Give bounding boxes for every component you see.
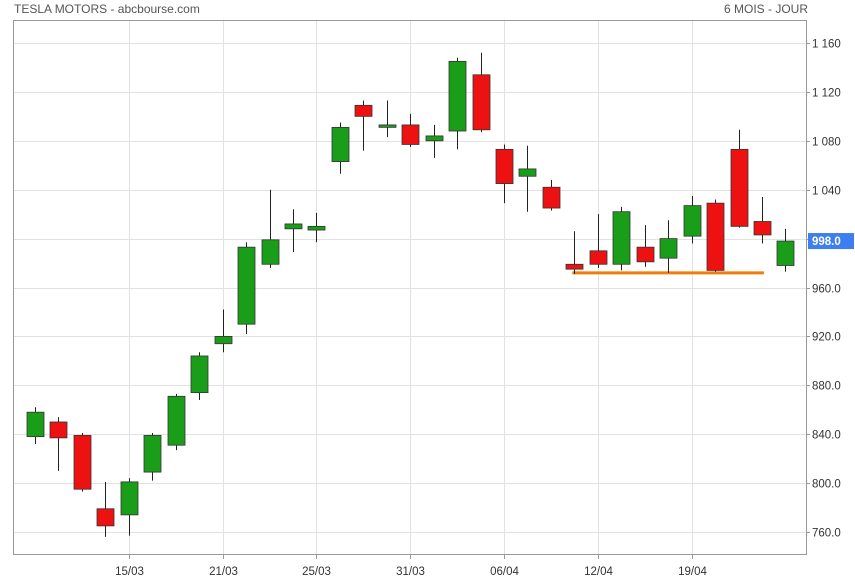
- y-tick-label: 880.0: [812, 381, 841, 393]
- candle: [96, 481, 115, 537]
- candle: [401, 113, 420, 147]
- candle: [237, 242, 256, 334]
- candle-body: [261, 239, 280, 265]
- candle-body: [26, 411, 45, 438]
- gridlines: [14, 21, 806, 554]
- candle-body: [143, 435, 162, 473]
- x-tick-label: 25/03: [302, 566, 331, 578]
- candle-body: [96, 508, 115, 527]
- candle: [776, 228, 795, 272]
- candle-body: [730, 148, 749, 227]
- y-tick-label: 800.0: [812, 479, 841, 491]
- x-tick-label: 19/04: [678, 566, 707, 578]
- candle-body: [307, 225, 326, 231]
- candle: [612, 206, 631, 271]
- candle-body: [49, 421, 68, 439]
- y-tick-label: 960.0: [812, 284, 841, 296]
- candle: [448, 57, 467, 150]
- candle-body: [401, 124, 420, 145]
- candle-body: [378, 124, 397, 128]
- candle-body: [706, 202, 725, 271]
- candle-body: [518, 168, 537, 177]
- candle: [636, 225, 655, 267]
- candle-body: [636, 246, 655, 263]
- candle: [49, 417, 68, 471]
- candle-body: [565, 263, 584, 270]
- candle: [331, 122, 350, 174]
- candle-body: [753, 221, 772, 236]
- candle: [307, 212, 326, 243]
- candle: [753, 197, 772, 244]
- candle: [190, 352, 209, 400]
- candle: [495, 144, 514, 204]
- candle: [214, 309, 233, 353]
- candle: [518, 145, 537, 212]
- candle-body: [612, 211, 631, 265]
- y-tick-label: 1 160: [812, 39, 841, 51]
- candle: [167, 393, 186, 451]
- chart-period: 6 MOIS - JOUR: [723, 2, 808, 16]
- candle: [565, 231, 584, 275]
- y-tick-label: 1 120: [812, 88, 841, 100]
- candle: [659, 220, 678, 273]
- candle-body: [214, 335, 233, 345]
- last-price-layer: 998.0: [808, 233, 854, 250]
- candle: [284, 209, 303, 253]
- candle-body: [542, 186, 561, 209]
- candle-body: [776, 240, 795, 266]
- x-tick-label: 31/03: [396, 566, 425, 578]
- candle-body: [683, 205, 702, 237]
- last-price-label: 998.0: [812, 236, 841, 248]
- candle-body: [73, 435, 92, 490]
- candle-body: [190, 355, 209, 394]
- candle-body: [331, 126, 350, 162]
- candle-body: [120, 481, 139, 516]
- candle: [706, 199, 725, 272]
- candle: [730, 129, 749, 228]
- candle-body: [425, 135, 444, 142]
- candle: [143, 432, 162, 481]
- y-tick-label: 840.0: [812, 430, 841, 442]
- y-tick-label: 1 040: [812, 186, 841, 198]
- candles-layer: [26, 52, 795, 537]
- y-tick-label: 920.0: [812, 332, 841, 344]
- x-axis: 15/03 21/03 25/03 31/03 06/04 12/04 19/04: [115, 554, 707, 578]
- candle: [378, 100, 397, 138]
- candle: [589, 214, 608, 268]
- candle-body: [589, 250, 608, 265]
- candle: [683, 195, 702, 244]
- candle-body: [448, 60, 467, 132]
- chart-title: TESLA MOTORS - abcbourse.com: [14, 2, 200, 16]
- candle-body: [659, 238, 678, 259]
- candle-body: [167, 395, 186, 446]
- candle-body: [354, 104, 373, 117]
- y-tick-label: 760.0: [812, 528, 841, 540]
- candle-body: [495, 148, 514, 184]
- x-tick-label: 21/03: [209, 566, 238, 578]
- candle-body: [472, 74, 491, 131]
- candle: [120, 478, 139, 536]
- candle-body: [284, 223, 303, 230]
- candle: [472, 52, 491, 133]
- x-tick-label: 15/03: [115, 566, 144, 578]
- x-tick-label: 06/04: [490, 566, 519, 578]
- x-tick-label: 12/04: [584, 566, 613, 578]
- last-price-box: [808, 233, 854, 250]
- candle: [261, 189, 280, 268]
- y-tick-label: 1 080: [812, 137, 841, 149]
- candle-body: [237, 246, 256, 325]
- candle: [425, 124, 444, 158]
- candle: [354, 100, 373, 151]
- candle: [26, 407, 45, 444]
- candle: [73, 432, 92, 492]
- candle: [542, 179, 561, 211]
